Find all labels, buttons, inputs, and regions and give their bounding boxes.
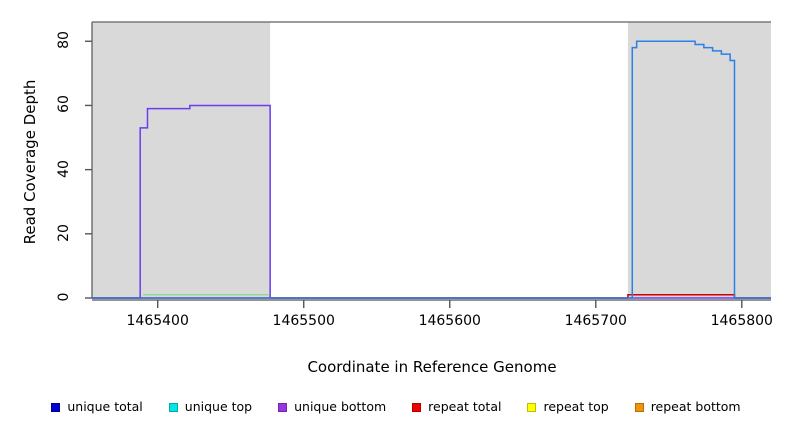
legend-item-label: unique bottom [294, 399, 387, 414]
legend-item[interactable]: repeat total [412, 400, 501, 414]
legend-swatch-icon [634, 402, 644, 412]
legend-item[interactable]: unique top [168, 399, 253, 414]
x-tick-label: 1465400 [126, 313, 189, 329]
repeat-region-left [92, 22, 271, 298]
legend-item[interactable]: repeat top [527, 399, 609, 414]
x-tick-label: 1465500 [272, 313, 335, 329]
y-tick-label: 60 [56, 95, 72, 114]
y-tick-label: 0 [56, 292, 72, 302]
series-unique-peak-right [92, 40, 771, 299]
x-tick-label: 1465700 [564, 313, 627, 329]
chart-legend: unique total unique top unique bottom repea… [0, 396, 792, 418]
repeat-region-right [627, 22, 771, 298]
legend-swatch-icon [412, 402, 422, 412]
legend-item-label: repeat total [428, 399, 502, 414]
x-tick-label: 1465600 [418, 313, 481, 329]
y-tick-label: 40 [56, 159, 72, 178]
y-tick-label: 20 [56, 223, 72, 242]
y-axis-title: Read Coverage Depth [21, 79, 39, 245]
legend-item[interactable]: unique bottom [278, 400, 386, 414]
legend-item[interactable]: unique total [51, 399, 143, 414]
legend-item-label: repeat bottom [650, 399, 741, 414]
x-axis-title: Coordinate in Reference Genome [307, 358, 557, 376]
legend-item-label: unique top [184, 399, 253, 414]
legend-item[interactable]: repeat bottom [634, 399, 741, 414]
legend-swatch-icon [278, 402, 288, 412]
legend-swatch-icon [168, 402, 178, 412]
legend-item-label: unique total [67, 399, 143, 414]
x-tick-label: 1465800 [710, 313, 773, 329]
legend-swatch-icon [51, 402, 61, 412]
y-tick-label: 80 [56, 31, 72, 50]
legend-swatch-icon [527, 402, 537, 412]
series-unique-bottom [92, 104, 771, 299]
legend-item-label: repeat top [543, 399, 609, 414]
